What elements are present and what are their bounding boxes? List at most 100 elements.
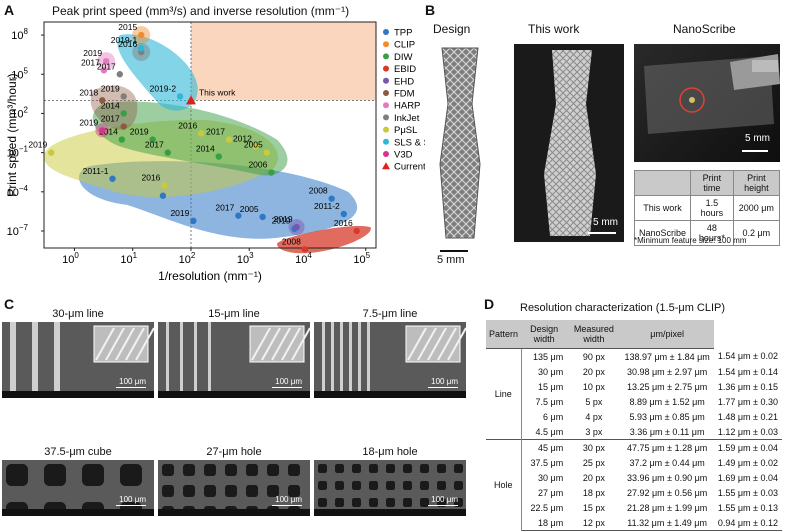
sem-scalebar xyxy=(428,504,458,506)
data-point xyxy=(161,182,168,189)
legend-label: CLIP xyxy=(394,40,415,51)
table-cell: 15 μm xyxy=(538,381,564,392)
y-tick-label: 10−7 xyxy=(7,223,29,238)
group-region xyxy=(277,226,371,254)
legend-marker xyxy=(383,151,389,157)
table-header-cell: Print height xyxy=(732,170,781,196)
table-header-row: Pattern Design width Measured width μm/p… xyxy=(486,320,782,349)
table-cell: 138.97 μm ± 1.84 μm xyxy=(624,351,710,362)
table-cell: 0.2 μm xyxy=(732,220,781,246)
data-label: 2016 xyxy=(118,39,137,49)
sem-scalebar-label: 100 μm xyxy=(275,495,302,504)
sem-image-title: 15-μm line xyxy=(208,308,260,320)
legend-label: TPP xyxy=(394,28,412,39)
data-label: 2011-2 xyxy=(314,201,340,211)
data-point xyxy=(120,123,127,130)
sem-image-title: 27-μm hole xyxy=(206,446,262,458)
table-cell: This work xyxy=(633,195,692,221)
legend-marker xyxy=(383,102,389,109)
table-cell: 30.98 μm ± 2.97 μm xyxy=(626,366,708,377)
resolution-table: Pattern Design width Measured width μm/p… xyxy=(486,320,782,531)
data-point xyxy=(301,246,309,253)
table-cell: 4.5 μm xyxy=(535,426,564,437)
data-point xyxy=(149,136,156,143)
legend-label: SLS & SLM xyxy=(394,137,425,148)
data-point xyxy=(120,93,127,100)
data-label: 2019 xyxy=(101,83,120,93)
table-header-cell: Measured width xyxy=(567,320,621,349)
legend-marker xyxy=(383,90,389,96)
highlight-region xyxy=(190,22,376,101)
x-tick-label: 100 xyxy=(62,251,79,266)
legend-marker xyxy=(383,77,389,84)
table-cell: 135 μm xyxy=(533,351,564,362)
panel-label-b: B xyxy=(425,2,436,18)
table-row: 30 μm 20 px 30.98 μm ± 2.97 μm 1.54 μm ± 0.… xyxy=(486,364,782,379)
table-cell: NanoScribe xyxy=(633,220,692,246)
this-work-scalebar xyxy=(588,232,616,234)
data-label: 2017 xyxy=(97,61,116,71)
table-cell: 18 μm xyxy=(521,515,568,531)
legend-label: HARP xyxy=(394,101,420,112)
data-point xyxy=(190,217,197,225)
data-label: 2019-1 xyxy=(111,35,138,45)
table-row: 27 μm 18 px 27.92 μm ± 0.56 μm 1.55 μm ± 0.… xyxy=(486,485,782,500)
data-label: 2011-1 xyxy=(83,166,109,176)
legend-label: V3D xyxy=(394,150,413,161)
panel-label-c: C xyxy=(4,296,15,312)
sem-scalebar xyxy=(428,386,458,388)
sem-scalebar-label: 100 μm xyxy=(119,495,146,504)
table-cell: 37.5 μm xyxy=(530,457,564,468)
table-cell: 11.32 μm ± 1.49 μm xyxy=(620,515,714,531)
data-point xyxy=(263,149,270,156)
data-point xyxy=(109,175,116,182)
print-comparison-table: Print time Print height This work 1.5 ho… xyxy=(633,170,781,246)
legend-label: InkJet xyxy=(394,113,420,124)
nanoscribe-scalebar-label: 5 mm xyxy=(745,133,770,144)
data-point xyxy=(100,67,108,74)
table-row: NanoScribe 48 hours* 0.2 μm xyxy=(633,220,781,246)
data-point xyxy=(116,71,123,78)
sem-image-title: 30-μm line xyxy=(52,308,104,320)
data-point xyxy=(102,57,110,65)
table-header-cell xyxy=(633,170,692,196)
legend-marker xyxy=(383,114,389,121)
table-cell: 1.55 μm ± 0.13 xyxy=(717,502,778,513)
data-point xyxy=(215,153,222,160)
table-cell: 1.59 μm ± 0.04 xyxy=(713,439,782,455)
data-label: 2016 xyxy=(141,173,160,183)
data-label: 2018 xyxy=(79,87,98,97)
table-cell: 45 μm xyxy=(521,439,568,455)
table-row: 37.5 μm 25 px 37.2 μm ± 0.44 μm 1.49 μm ± 0… xyxy=(486,455,782,470)
sem-image: 100 μm xyxy=(314,460,466,516)
table-cell: 1.36 μm ± 0.15 xyxy=(717,381,778,392)
nanoscribe-scalebar xyxy=(742,150,768,152)
table-cell: 4 px xyxy=(585,411,603,422)
table-footnote: *Minimum feature size: 100 mm xyxy=(634,236,747,245)
table-row: 22.5 μm 15 px 21.28 μm ± 1.99 μm 1.55 μm ± … xyxy=(486,500,782,515)
design-scalebar-label: 5 mm xyxy=(437,254,465,266)
data-point xyxy=(252,143,260,150)
table-row: 30 μm 20 px 33.96 μm ± 0.90 μm 1.69 μm ± 0.… xyxy=(486,470,782,485)
x-tick-label: 101 xyxy=(120,251,137,266)
legend-marker xyxy=(383,53,389,60)
table-cell: 3.36 μm ± 0.11 μm xyxy=(629,426,705,437)
table-cell: 7.5 μm xyxy=(535,396,564,407)
legend-label: DIW xyxy=(394,52,413,63)
data-point xyxy=(120,110,127,117)
table-cell: 1.48 μm ± 0.21 xyxy=(717,411,778,422)
table-cell: 47.75 μm ± 1.28 μm xyxy=(620,439,714,455)
pattern-group-label: Hole xyxy=(486,439,522,531)
table-cell: 27 μm xyxy=(538,487,564,498)
table-row: 7.5 μm 5 px 8.89 μm ± 1.52 μm 1.77 μm ± 0.3… xyxy=(486,394,782,409)
data-point xyxy=(48,149,55,156)
panel-label-a: A xyxy=(4,2,15,18)
legend-marker xyxy=(383,65,389,72)
data-point xyxy=(235,212,242,219)
x-tick-label: 104 xyxy=(295,251,312,266)
data-label: 2014 xyxy=(99,127,118,137)
data-point xyxy=(176,93,184,100)
sem-image: 100 μm xyxy=(158,460,310,516)
table-row: 18 μm 12 px 11.32 μm ± 1.49 μm 0.94 μm ± 0.… xyxy=(486,515,782,531)
legend-marker xyxy=(382,162,390,170)
